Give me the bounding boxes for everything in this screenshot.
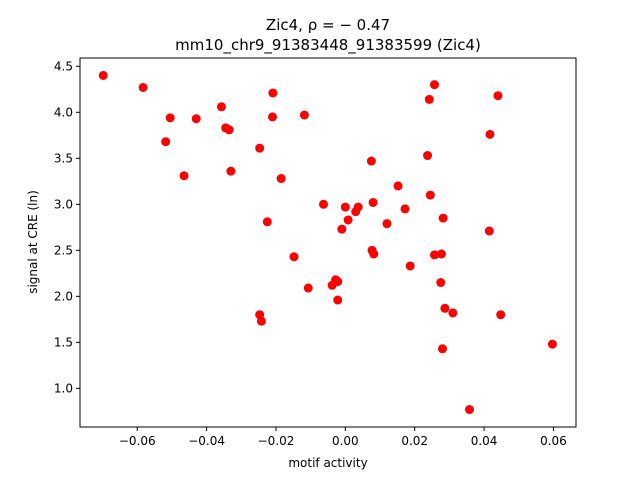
x-tick-label: 0.00	[332, 434, 359, 448]
data-point	[343, 215, 353, 225]
data-point	[405, 261, 415, 271]
data-point	[333, 295, 343, 305]
y-axis-label: signal at CRE (ln)	[26, 190, 40, 294]
x-tick-label: −0.02	[258, 434, 295, 448]
data-point	[448, 308, 458, 318]
y-tick-label: 2.5	[54, 243, 73, 257]
data-point	[496, 310, 506, 320]
data-point	[436, 278, 446, 288]
data-point	[268, 88, 278, 98]
data-point	[400, 204, 410, 214]
data-point	[191, 114, 201, 124]
x-tick-label: −0.06	[119, 434, 156, 448]
data-point	[299, 110, 309, 120]
data-point	[255, 143, 265, 153]
data-point	[366, 156, 376, 166]
data-point	[429, 250, 439, 260]
data-point	[429, 80, 439, 90]
data-point	[425, 190, 435, 200]
data-point	[440, 303, 450, 313]
data-point	[436, 249, 446, 259]
chart-title-line1: Zic4, ρ = − 0.47	[266, 16, 390, 34]
data-point	[226, 166, 236, 176]
data-point	[340, 202, 350, 212]
x-tick-label: 0.06	[540, 434, 567, 448]
data-point	[268, 112, 278, 122]
y-tick-label: 1.5	[54, 335, 73, 349]
data-point	[318, 199, 328, 209]
y-tick-label: 1.0	[54, 381, 73, 395]
y-tick-label: 4.5	[54, 59, 73, 73]
data-point	[382, 219, 392, 229]
data-point	[276, 174, 286, 184]
x-tick-label: −0.04	[188, 434, 225, 448]
data-point	[353, 202, 363, 212]
data-point	[98, 70, 108, 80]
data-point	[262, 217, 272, 227]
data-point	[303, 283, 313, 293]
data-point	[423, 151, 433, 161]
y-tick-label: 2.0	[54, 289, 73, 303]
data-point	[337, 224, 347, 234]
x-tick-label: 0.02	[401, 434, 428, 448]
data-point	[485, 129, 495, 139]
data-point	[465, 405, 475, 415]
data-point	[165, 113, 175, 123]
data-point	[368, 197, 378, 207]
data-point	[547, 339, 557, 349]
data-point	[424, 94, 434, 104]
data-point	[138, 82, 148, 92]
data-point	[437, 344, 447, 354]
y-tick-label: 3.0	[54, 197, 73, 211]
data-point	[217, 102, 227, 112]
x-axis-label: motif activity	[288, 456, 367, 470]
data-point	[493, 91, 503, 101]
data-point	[438, 213, 448, 223]
data-point	[161, 137, 171, 147]
data-point	[289, 252, 299, 262]
y-tick-label: 3.5	[54, 151, 73, 165]
data-point	[224, 125, 234, 135]
data-point	[256, 316, 266, 326]
data-point	[179, 171, 189, 181]
data-point	[369, 249, 379, 259]
plot-area: −0.06 −0.04 −0.02 0.00 0.02 0.04 0.06 1.0 1.5 2.0…	[54, 59, 567, 448]
y-tick-label: 4.0	[54, 105, 73, 119]
x-tick-label: 0.04	[471, 434, 498, 448]
axes-frame	[79, 57, 577, 428]
data-point	[484, 226, 494, 236]
chart-title-line2: mm10_chr9_91383448_91383599 (Zic4)	[175, 36, 481, 55]
data-point	[393, 181, 403, 191]
data-point	[333, 277, 343, 287]
